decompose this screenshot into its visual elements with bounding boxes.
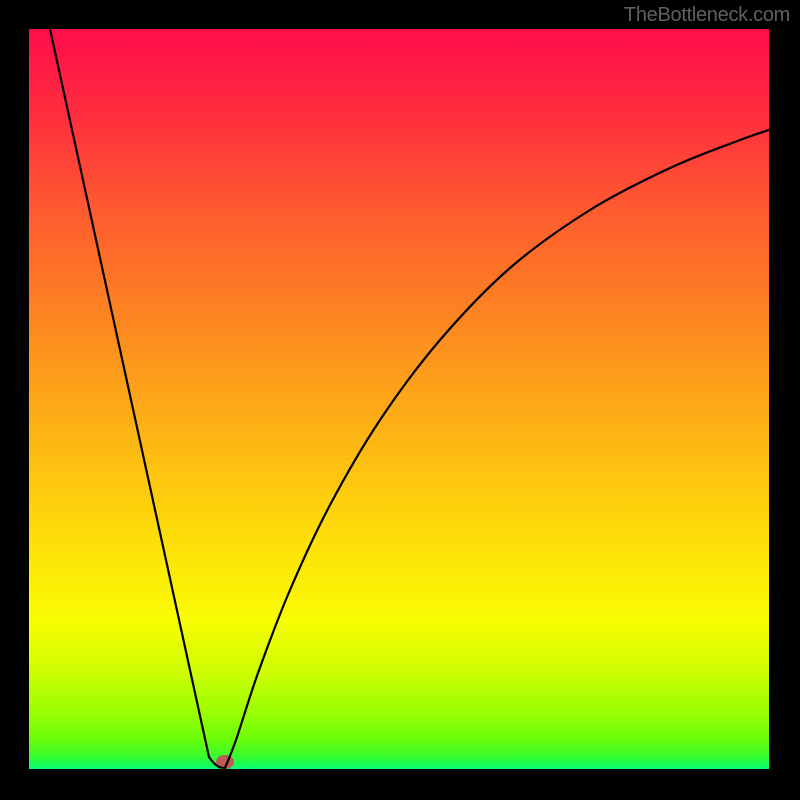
watermark-text: TheBottleneck.com <box>624 4 790 27</box>
bottleneck-curve <box>0 0 800 800</box>
curve-path <box>50 29 769 768</box>
